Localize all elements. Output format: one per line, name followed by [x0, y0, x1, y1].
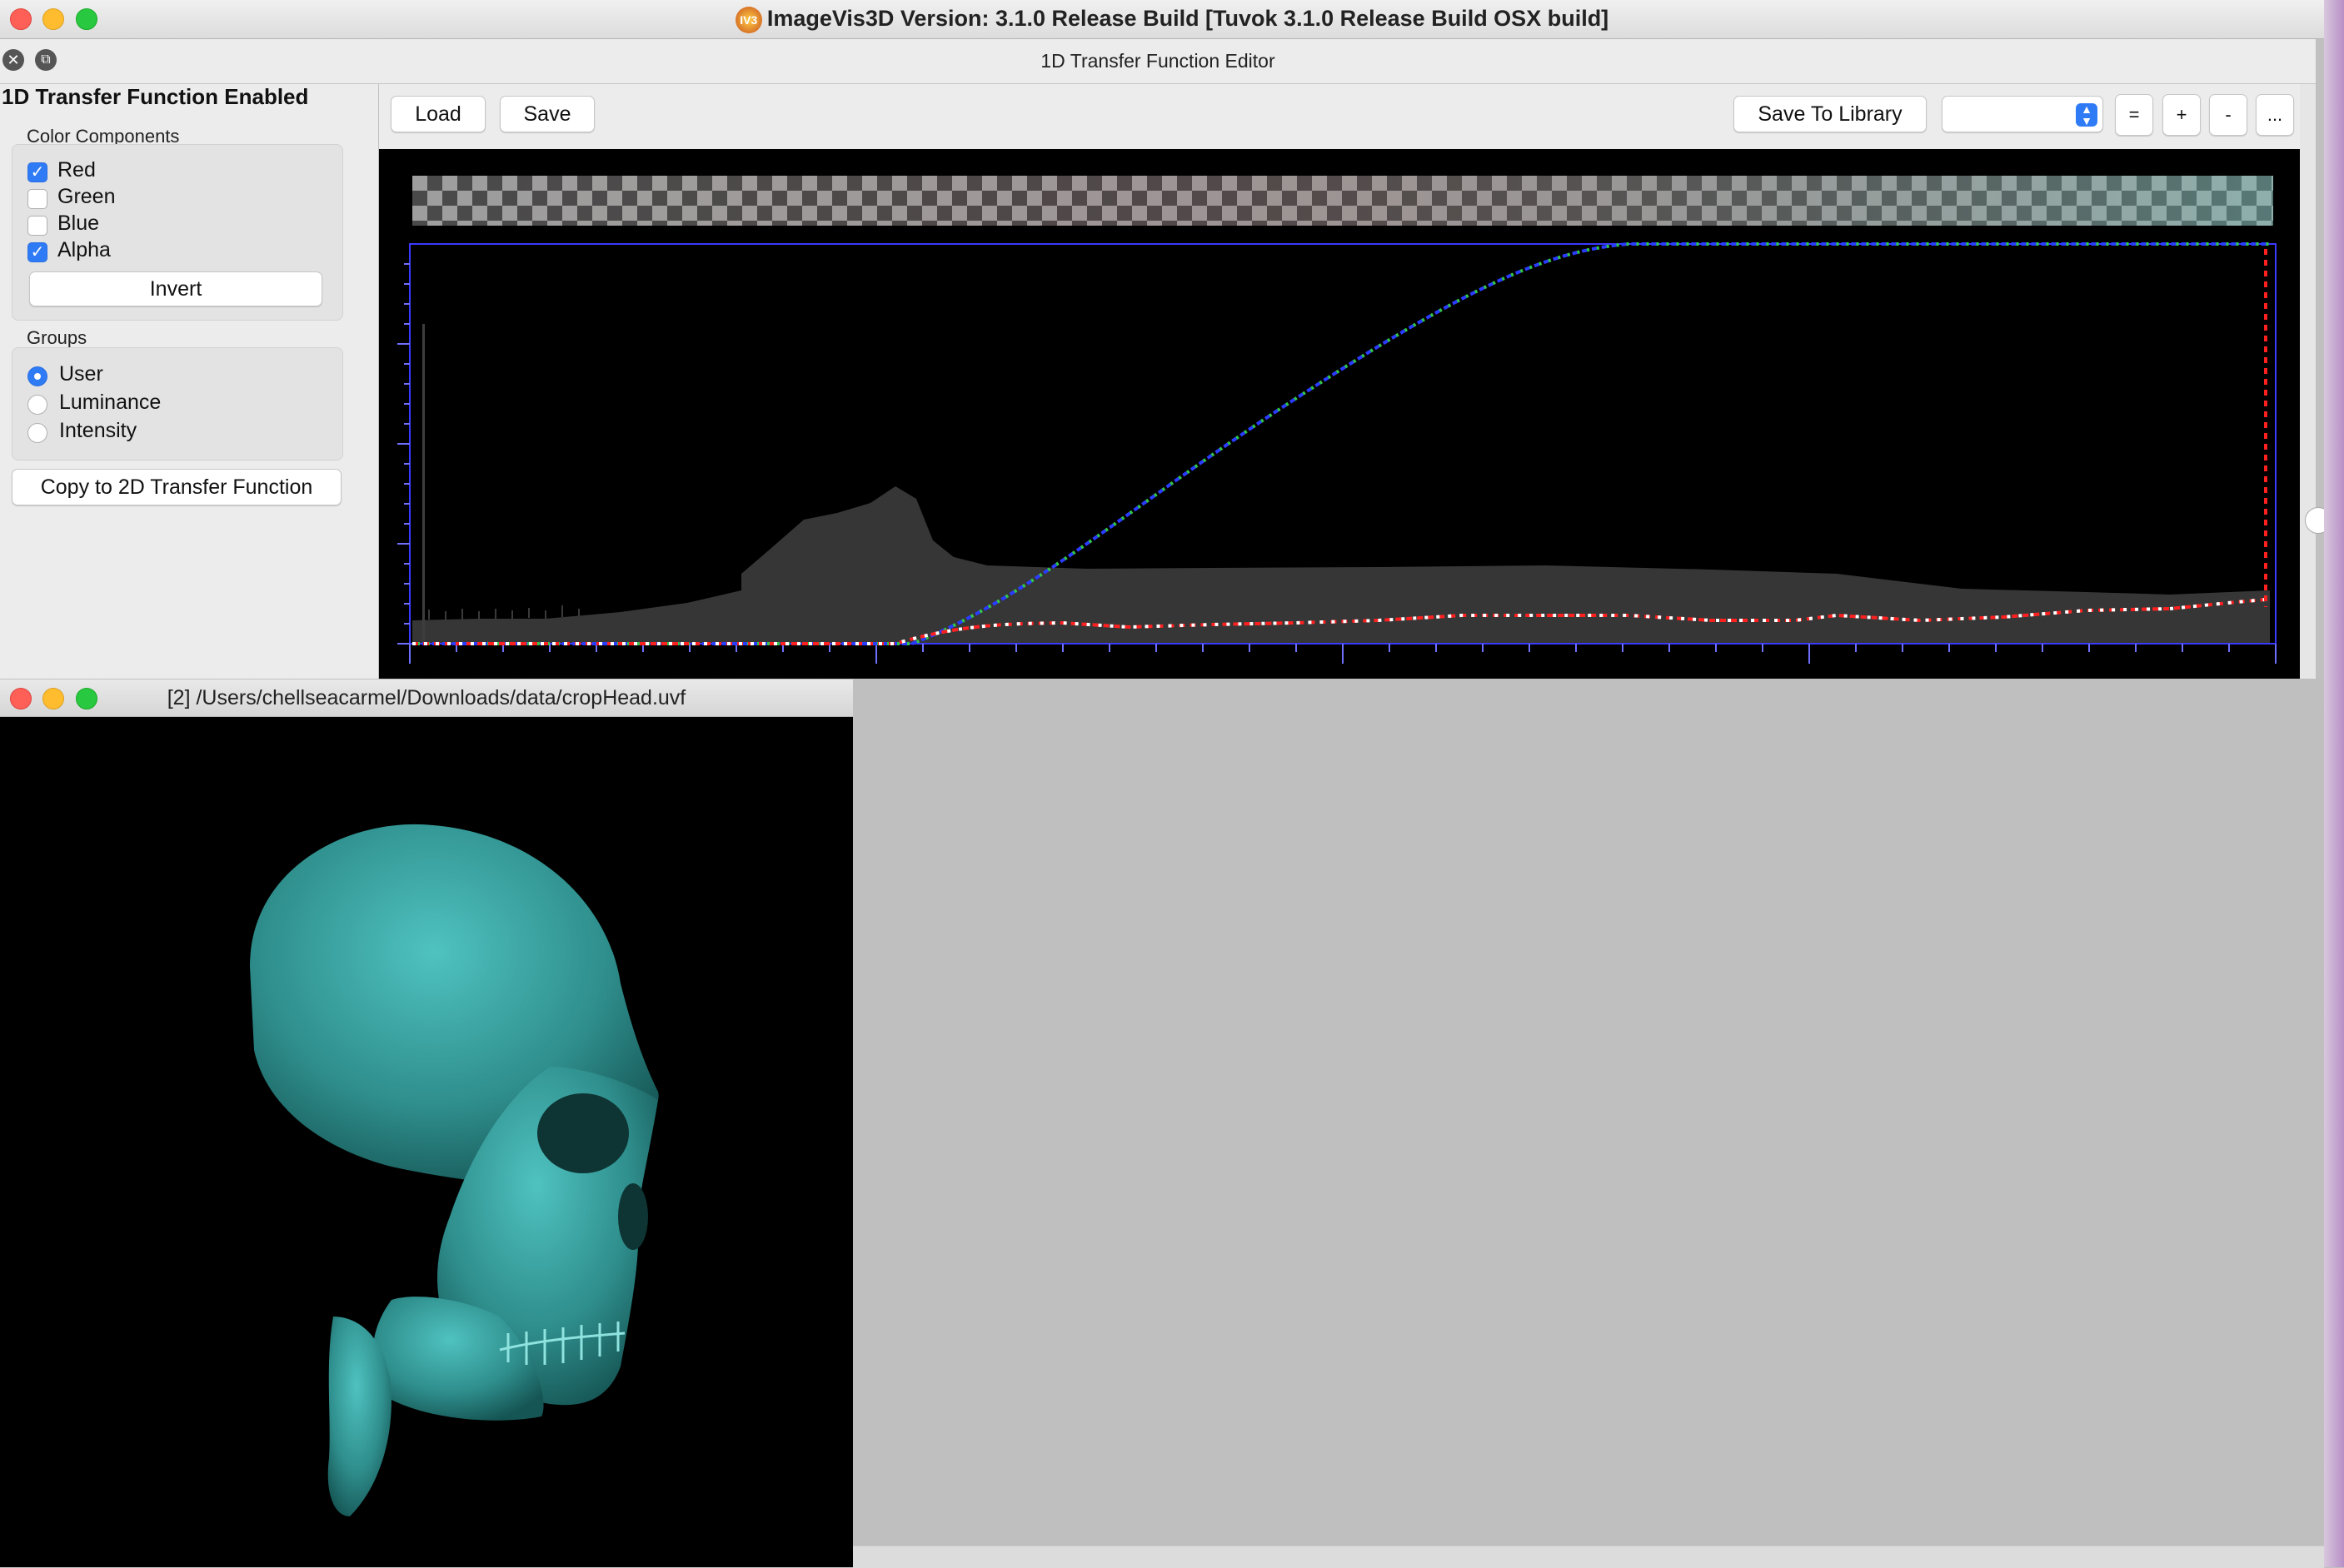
user-radio[interactable]	[27, 366, 47, 386]
zoom-out-button[interactable]: -	[2209, 94, 2247, 136]
x-axis-ticks	[409, 644, 2277, 664]
blue-checkbox[interactable]	[27, 216, 47, 236]
green-label: Green	[57, 185, 116, 208]
groups-label: Groups	[27, 327, 87, 348]
volume-render-view[interactable]	[0, 717, 853, 1567]
workspace-scrollbar[interactable]	[853, 1546, 2324, 1568]
red-curve-line	[412, 598, 2267, 645]
minimize-window-button[interactable]	[42, 8, 64, 30]
render-close-button[interactable]	[10, 688, 32, 709]
equal-button[interactable]: =	[2115, 94, 2153, 136]
panel-title: 1D Transfer Function Enabled	[2, 84, 309, 109]
copy-to-2d-button[interactable]: Copy to 2D Transfer Function	[12, 469, 342, 505]
empty-workspace	[853, 679, 2324, 1546]
zoom-window-button[interactable]	[76, 8, 97, 30]
teeth	[499, 1322, 626, 1365]
render-window-title: [2] /Users/chellseacarmel/Downloads/data…	[167, 686, 686, 709]
histogram-noise	[428, 605, 580, 620]
render-zoom-button[interactable]	[76, 688, 97, 709]
groups-group: User Luminance Intensity	[12, 347, 343, 460]
color-components-label: Color Components	[27, 126, 180, 147]
luminance-label: Luminance	[59, 391, 162, 414]
nasal-cavity	[618, 1183, 648, 1250]
histogram-spike	[422, 324, 425, 644]
more-button[interactable]: ...	[2256, 94, 2294, 136]
intensity-label: Intensity	[59, 419, 137, 442]
app-logo-icon: IV3	[735, 6, 762, 33]
invert-button[interactable]: Invert	[29, 271, 322, 306]
close-icon[interactable]: ✕	[2, 49, 24, 71]
render-minimize-button[interactable]	[42, 688, 64, 709]
editor-window-title: 1D Transfer Function Editor	[1040, 50, 1275, 72]
histogram-area	[412, 486, 2270, 644]
alpha-curve-dots	[412, 242, 2270, 645]
app-titlebar: IV3 ImageVis3D Version: 3.1.0 Release Bui…	[0, 0, 2344, 39]
save-to-library-button[interactable]: Save To Library	[1733, 96, 1927, 132]
editor-titlebar: ✕ ⧉ 1D Transfer Function Editor	[0, 39, 2316, 84]
user-label: User	[59, 362, 103, 386]
y-axis-ticks	[397, 263, 410, 645]
render-window-titlebar: [2] /Users/chellseacarmel/Downloads/data…	[0, 679, 853, 717]
spine	[327, 1317, 391, 1516]
alpha-checkbox[interactable]: ✓	[27, 242, 47, 262]
red-curve	[412, 249, 2267, 645]
float-icon[interactable]: ⧉	[35, 49, 57, 71]
chevron-updown-icon: ▲ ▼	[2076, 103, 2097, 127]
eye-socket	[537, 1093, 629, 1173]
save-button[interactable]: Save	[500, 96, 595, 132]
close-window-button[interactable]	[10, 8, 32, 30]
library-select[interactable]: ▲ ▼	[1942, 96, 2103, 132]
tf-control-panel: 1D Transfer Function Enabled Color Compo…	[0, 84, 378, 679]
blue-label: Blue	[57, 212, 100, 235]
color-preview-tint	[412, 176, 2273, 226]
transfer-function-plot[interactable]	[379, 149, 2300, 679]
alpha-label: Alpha	[57, 238, 111, 261]
luminance-radio[interactable]	[27, 395, 47, 415]
skull-render[interactable]	[0, 717, 853, 1567]
load-button[interactable]: Load	[391, 96, 486, 132]
transfer-function-canvas[interactable]	[379, 149, 2300, 679]
editor-toolbar: Load Save Save To Library ▲ ▼ = + - ...	[379, 84, 2300, 149]
red-checkbox[interactable]: ✓	[27, 162, 47, 182]
zoom-in-button[interactable]: +	[2162, 94, 2201, 136]
editor-scrollbar[interactable]	[2300, 84, 2316, 679]
color-components-group: ✓ Red Green Blue ✓ Alpha Invert	[12, 144, 343, 321]
red-label: Red	[57, 158, 96, 182]
app-title: ImageVis3D Version: 3.1.0 Release Build …	[766, 6, 1609, 31]
intensity-radio[interactable]	[27, 423, 47, 443]
alpha-curve	[412, 242, 2270, 645]
desktop-edge	[2324, 0, 2344, 1567]
green-checkbox[interactable]	[27, 189, 47, 209]
histogram	[412, 324, 2270, 644]
app-title-row: IV3 ImageVis3D Version: 3.1.0 Release Bui…	[0, 6, 2344, 33]
jaw	[372, 1297, 544, 1421]
